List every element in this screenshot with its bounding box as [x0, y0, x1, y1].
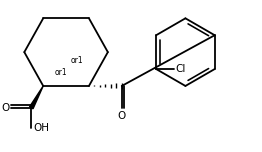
Text: or1: or1 [71, 56, 83, 65]
Polygon shape [30, 86, 43, 109]
Text: OH: OH [33, 123, 49, 133]
Text: O: O [1, 103, 9, 113]
Text: Cl: Cl [175, 64, 185, 74]
Text: O: O [118, 111, 126, 121]
Text: or1: or1 [55, 67, 67, 76]
